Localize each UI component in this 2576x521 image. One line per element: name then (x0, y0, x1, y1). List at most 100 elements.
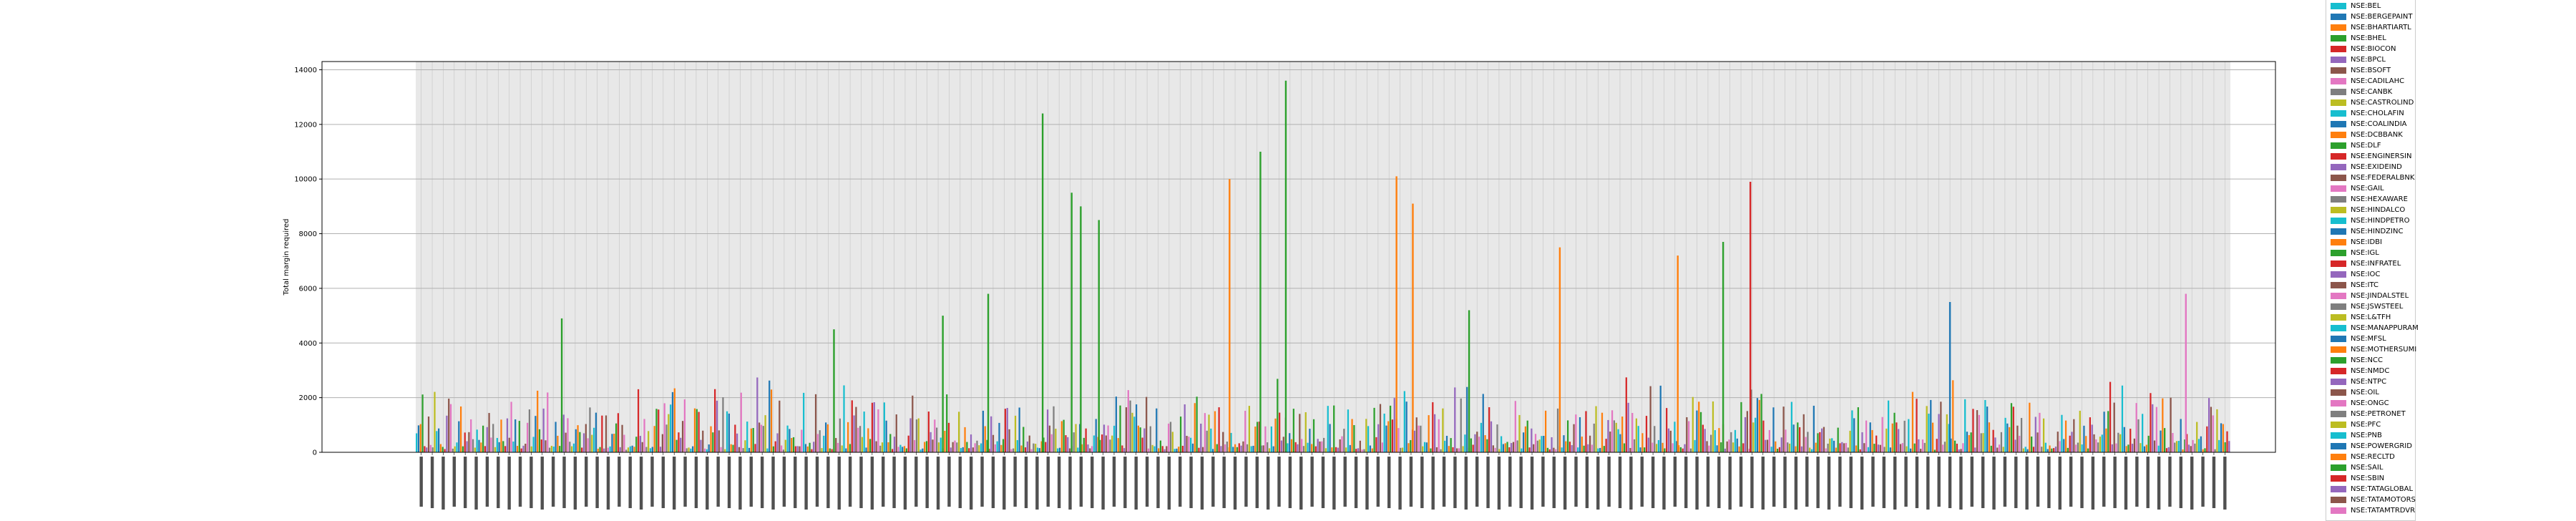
bar (1546, 447, 1549, 452)
peak-bar (1412, 203, 1414, 452)
bar (962, 447, 964, 452)
bar (1750, 389, 1752, 452)
legend-swatch (2331, 67, 2346, 74)
bar (1297, 444, 1299, 452)
bar (1224, 444, 1226, 452)
bar (673, 388, 675, 452)
bar (1893, 412, 1896, 452)
bar (1137, 425, 1140, 452)
legend-label: NSE:NMDC (2351, 367, 2390, 375)
bar (1365, 419, 1367, 452)
bar (2175, 441, 2178, 452)
bar (1410, 439, 1412, 452)
x-tick-label-block (2069, 457, 2073, 507)
bar (1792, 424, 1795, 452)
x-tick-label-block (1563, 457, 1567, 510)
legend-swatch (2331, 422, 2346, 428)
x-tick-label-block (727, 457, 731, 508)
bar (1820, 428, 1823, 452)
bar (1371, 448, 1373, 452)
legend-swatch (2331, 250, 2346, 256)
bar (1585, 411, 1587, 452)
bar (1002, 439, 1005, 452)
bar (1623, 443, 1626, 452)
bar (585, 424, 587, 452)
y-tick-label: 2000 (299, 394, 317, 402)
bar (1712, 401, 1714, 452)
bar (1302, 446, 1305, 452)
bar (567, 418, 569, 452)
bar (1536, 440, 1538, 452)
peak-bar (833, 329, 835, 452)
bar (1486, 439, 1488, 452)
legend-swatch (2331, 218, 2346, 224)
bar (641, 442, 643, 452)
bar (758, 422, 761, 452)
legend-swatch (2331, 454, 2346, 460)
legend-swatch (2331, 497, 2346, 503)
bar (1304, 412, 1307, 452)
bar (1314, 446, 1317, 452)
bar (1383, 413, 1385, 452)
bar (799, 446, 801, 452)
bar (1641, 433, 1644, 452)
bar (1528, 447, 1531, 452)
bar (1391, 419, 1394, 452)
bar (960, 448, 962, 452)
bar (1125, 407, 1128, 452)
bar (621, 424, 623, 452)
bar (1813, 405, 1815, 452)
x-tick-label-block (804, 457, 808, 510)
bar (535, 416, 537, 452)
bar (1367, 426, 1370, 452)
bar (1964, 399, 1966, 452)
bar (1147, 448, 1150, 452)
bar (648, 431, 650, 452)
legend-swatch (2331, 379, 2346, 385)
bar (1423, 442, 1426, 452)
x-tick-label-block (1035, 457, 1039, 510)
bar (557, 435, 559, 452)
legend-item: NSE:MFSL (2326, 333, 2416, 344)
x-tick-label-block (1662, 457, 1666, 510)
bar (1351, 419, 1353, 452)
x-tick-label-block (1475, 457, 1479, 507)
bar (976, 440, 978, 452)
bar (1563, 435, 1565, 452)
bar (1043, 437, 1045, 452)
bar (555, 422, 557, 452)
x-tick-label-block (1123, 457, 1127, 508)
x-tick-label-block (760, 457, 764, 508)
bar (1869, 422, 1871, 452)
bar (520, 448, 522, 452)
y-tick-label: 14000 (294, 67, 317, 74)
bar (1718, 428, 1720, 452)
bar (2034, 417, 2036, 452)
bar (2046, 449, 2049, 452)
bar (1728, 439, 1730, 452)
bar (1050, 434, 1053, 452)
bar (750, 428, 753, 452)
bar (1968, 434, 1970, 452)
peak-bar (1558, 247, 1561, 452)
bar (1458, 448, 1460, 452)
bar (917, 418, 919, 452)
bar (738, 447, 741, 452)
bar (871, 402, 874, 452)
x-tick-label-block (2168, 457, 2172, 507)
peak-bar (1070, 193, 1073, 452)
bar (1978, 414, 1981, 452)
bar (903, 446, 906, 452)
bar (1777, 449, 1779, 452)
peak-bar (1677, 255, 1679, 452)
bar (2202, 449, 2204, 452)
bar (1522, 432, 1525, 452)
bar (1440, 449, 1442, 452)
bar (1788, 443, 1791, 452)
x-axis-ticks (419, 452, 2227, 510)
bar (1280, 440, 1283, 452)
bar (769, 380, 771, 452)
legend-item: NSE:CANBK (2326, 87, 2416, 97)
bar (1268, 448, 1271, 452)
x-tick-label-block (1508, 457, 1512, 507)
